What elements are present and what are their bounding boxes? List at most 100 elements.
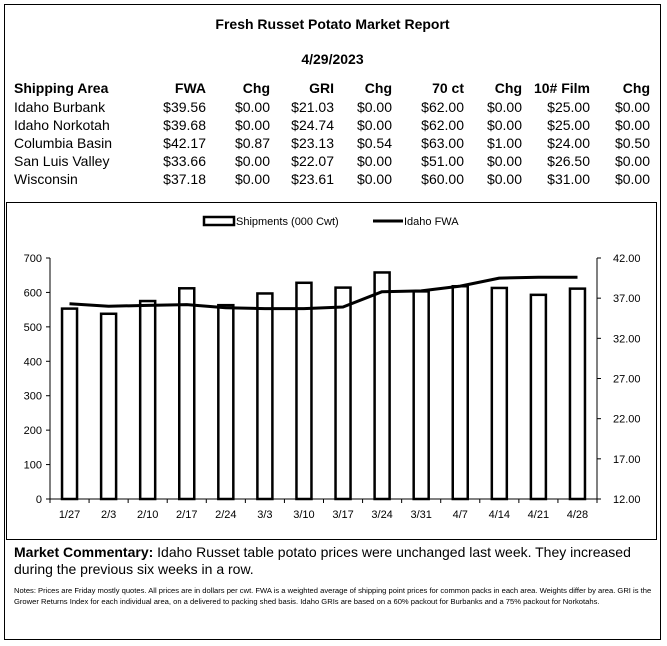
chart-box: Shipments (000 Cwt) Idaho FWA 0 100 200 300 40… [6, 202, 657, 540]
price-cell: $25.00 [547, 117, 590, 133]
x-tick-label: 3/10 [293, 509, 314, 521]
price-cell: $0.87 [234, 135, 270, 151]
price-cell: $0.00 [486, 99, 522, 115]
right-tick-label: 42.00 [613, 253, 641, 265]
right-tick-label: 17.00 [613, 454, 641, 466]
price-cell: $22.07 [291, 153, 334, 169]
column-header: 70 ct [432, 79, 464, 96]
price-cell: $0.00 [356, 117, 392, 133]
table-row: San Luis Valley $33.66 $0.00 $22.07 $0.00 $51… [14, 152, 650, 170]
price-cell: $0.00 [614, 99, 650, 115]
report-date: 4/29/2023 [301, 51, 364, 67]
price-cell: $0.50 [614, 135, 650, 151]
bar-shipments [60, 307, 79, 501]
price-cell: $39.56 [163, 99, 206, 115]
left-tick-label: 0 [36, 494, 42, 506]
price-cell: $0.00 [614, 171, 650, 187]
price-cell: $0.00 [356, 153, 392, 169]
left-tick-label: 500 [24, 322, 42, 334]
price-cell: $1.00 [486, 135, 522, 151]
legend-label: Idaho FWA [404, 216, 459, 228]
table-row: Wisconsin $37.18 $0.00 $23.61 $0.00 $60.00 $0.… [14, 170, 650, 188]
price-cell: $0.00 [614, 117, 650, 133]
column-header: Chg [494, 79, 522, 96]
commentary-text: Idaho Russet table potato prices were un… [14, 544, 631, 577]
left-tick-label: 400 [24, 356, 42, 368]
price-cell: $26.50 [547, 153, 590, 169]
x-tick-label: 1/27 [59, 509, 80, 521]
line-idaho-fwa [69, 275, 578, 311]
right-tick-label: 37.00 [613, 293, 641, 305]
x-tick-label: 3/3 [257, 509, 272, 521]
notes: Notes: Prices are Friday mostly quotes. … [14, 586, 652, 606]
x-tick-label: 4/28 [567, 509, 588, 521]
table-row: Columbia Basin $42.17 $0.87 $23.13 $0.54 $63.… [14, 134, 650, 152]
bar-shipments [412, 290, 430, 501]
bar-shipments [334, 286, 352, 501]
x-tick-label: 4/14 [489, 509, 510, 521]
shipping-area-cell: Columbia Basin [14, 135, 113, 151]
table-row: Idaho Burbank $39.56 $0.00 $21.03 $0.00 $62.0… [14, 98, 650, 116]
column-header: 10# Film [533, 79, 590, 96]
price-cell: $62.00 [421, 99, 464, 115]
table-row: Idaho Norkotah $39.68 $0.00 $24.74 $0.00 $62.… [14, 116, 650, 134]
report-frame: Fresh Russet Potato Market Report 4/29/2… [4, 4, 661, 640]
price-cell: $0.00 [614, 153, 650, 169]
x-tick-label: 3/24 [371, 509, 392, 521]
left-tick-label: 300 [24, 391, 42, 403]
chart: Shipments (000 Cwt) Idaho FWA 0 100 200 300 40… [24, 215, 641, 521]
column-header: Chg [364, 79, 392, 96]
bar-shipments [373, 271, 391, 501]
bar-shipments [138, 299, 157, 501]
price-cell: $0.00 [234, 171, 270, 187]
right-tick-label: 32.00 [613, 333, 641, 345]
shipping-area-cell: Idaho Burbank [14, 99, 106, 115]
x-tick-label: 4/21 [528, 509, 549, 521]
price-table: Shipping Area FWA Chg GRI Chg 70 ct Chg 10# Fil… [14, 78, 650, 188]
price-cell: $37.18 [163, 171, 206, 187]
price-cell: $0.00 [356, 99, 392, 115]
price-cell: $33.66 [163, 153, 206, 169]
price-cell: $24.00 [547, 135, 590, 151]
price-cell: $21.03 [291, 99, 334, 115]
price-cell: $0.00 [356, 171, 392, 187]
left-tick-label: 200 [24, 425, 42, 437]
table-header-row: Shipping Area FWA Chg GRI Chg 70 ct Chg 10# Fil… [14, 78, 650, 98]
right-tick-label: 22.00 [613, 414, 641, 426]
price-cell: $23.13 [291, 135, 334, 151]
x-tick-label: 3/31 [410, 509, 431, 521]
shipping-area-cell: Idaho Norkotah [14, 117, 110, 133]
price-cell: $24.74 [291, 117, 334, 133]
x-tick-label: 2/10 [137, 509, 158, 521]
column-header: Chg [242, 79, 270, 96]
bar-shipments [451, 284, 469, 501]
price-cell: $0.00 [234, 117, 270, 133]
x-tick-label: 2/17 [176, 509, 197, 521]
legend-label: Shipments (000 Cwt) [236, 216, 339, 228]
x-tick-label: 2/24 [215, 509, 236, 521]
price-cell: $63.00 [421, 135, 464, 151]
bar-shipments [490, 286, 509, 501]
price-cell: $60.00 [421, 171, 464, 187]
report-title: Fresh Russet Potato Market Report [215, 16, 450, 32]
right-tick-label: 27.00 [613, 374, 641, 386]
price-cell: $0.00 [234, 99, 270, 115]
column-header: GRI [309, 79, 334, 96]
legend-bar-swatch [202, 215, 236, 227]
bar-shipments [99, 312, 118, 501]
shipping-area-cell: Wisconsin [14, 171, 78, 187]
shipping-area-cell: San Luis Valley [14, 153, 110, 169]
commentary-lead: Market Commentary: [14, 544, 154, 560]
bar-shipments [217, 303, 235, 501]
column-header: Chg [622, 79, 650, 96]
column-header: Shipping Area [14, 79, 109, 96]
bar-shipments [529, 293, 548, 501]
x-tick-label: 2/3 [101, 509, 116, 521]
bar-shipments [568, 287, 587, 501]
left-tick-label: 600 [24, 287, 42, 299]
price-cell: $25.00 [547, 99, 590, 115]
price-cell: $42.17 [163, 135, 206, 151]
price-cell: $23.61 [291, 171, 334, 187]
bar-shipments [295, 281, 313, 501]
price-cell: $31.00 [547, 171, 590, 187]
